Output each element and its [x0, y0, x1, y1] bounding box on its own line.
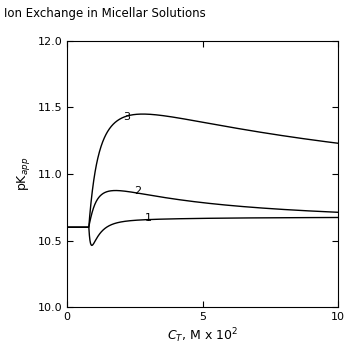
Text: 1: 1 [145, 213, 152, 224]
Y-axis label: pK$_{app}$: pK$_{app}$ [15, 157, 32, 191]
Text: 2: 2 [134, 186, 141, 196]
Text: 3: 3 [123, 112, 131, 122]
X-axis label: $C_T$, M x 10$^2$: $C_T$, M x 10$^2$ [167, 326, 238, 345]
Text: Ion Exchange in Micellar Solutions: Ion Exchange in Micellar Solutions [4, 7, 205, 20]
